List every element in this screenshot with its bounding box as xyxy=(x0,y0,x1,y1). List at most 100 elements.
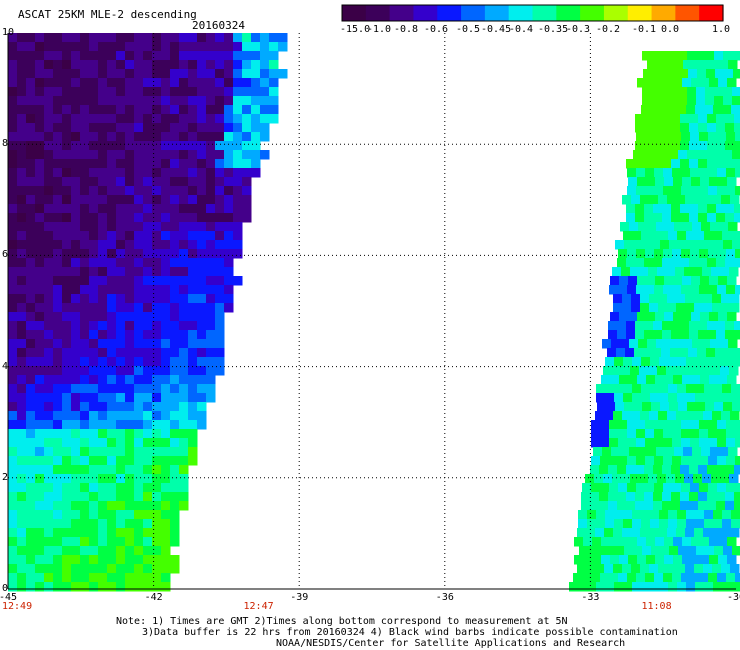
data-cell xyxy=(161,474,171,484)
data-cell xyxy=(706,348,716,358)
data-cell xyxy=(107,321,117,331)
data-cell xyxy=(125,420,135,430)
data-cell xyxy=(677,510,687,520)
data-cell xyxy=(672,285,682,295)
data-cell xyxy=(659,231,669,241)
data-cell xyxy=(179,177,189,187)
data-cell xyxy=(89,492,99,502)
data-cell xyxy=(670,69,680,79)
data-cell xyxy=(161,447,171,457)
data-cell xyxy=(89,573,99,583)
data-cell xyxy=(666,366,676,376)
data-cell xyxy=(143,96,153,106)
data-cell xyxy=(680,321,690,331)
data-cell xyxy=(125,528,135,538)
data-cell xyxy=(724,69,734,79)
data-cell xyxy=(197,285,207,295)
data-cell xyxy=(152,357,162,367)
data-cell xyxy=(655,312,665,322)
data-cell xyxy=(53,366,63,376)
data-cell xyxy=(143,483,153,493)
data-cell xyxy=(125,501,135,511)
data-cell xyxy=(134,339,144,349)
data-cell xyxy=(197,402,207,412)
data-cell xyxy=(671,465,681,475)
data-cell xyxy=(170,411,180,421)
data-cell xyxy=(143,564,153,574)
data-cell xyxy=(582,483,592,493)
data-cell xyxy=(708,132,718,142)
data-cell xyxy=(89,159,99,169)
data-cell xyxy=(708,168,718,178)
data-cell xyxy=(646,177,656,187)
data-cell xyxy=(197,375,207,385)
data-cell xyxy=(107,60,117,70)
data-cell xyxy=(251,123,261,133)
data-cell xyxy=(107,357,117,367)
data-cell xyxy=(713,357,723,367)
data-cell xyxy=(657,267,667,277)
data-cell xyxy=(224,231,234,241)
data-cell xyxy=(708,438,718,448)
data-cell xyxy=(669,240,679,250)
data-cell xyxy=(71,573,81,583)
data-cell xyxy=(729,474,739,484)
data-cell xyxy=(35,195,45,205)
data-cell xyxy=(206,96,216,106)
data-cell xyxy=(161,294,171,304)
data-cell xyxy=(179,249,189,259)
data-cell xyxy=(53,393,63,403)
data-cell xyxy=(17,321,27,331)
data-cell xyxy=(107,474,117,484)
data-cell xyxy=(618,483,628,493)
data-cell xyxy=(17,375,27,385)
data-cell xyxy=(26,123,36,133)
data-cell xyxy=(587,582,597,592)
data-cell xyxy=(8,213,18,223)
data-cell xyxy=(696,96,706,106)
data-cell xyxy=(206,276,216,286)
data-cell xyxy=(62,528,72,538)
data-cell xyxy=(206,366,216,376)
data-cell xyxy=(620,447,630,457)
data-cell xyxy=(637,276,647,286)
data-cell xyxy=(53,582,63,592)
data-cell xyxy=(8,312,18,322)
data-cell xyxy=(597,402,607,412)
data-cell xyxy=(89,537,99,547)
data-cell xyxy=(680,258,690,268)
data-cell xyxy=(709,537,719,547)
data-cell xyxy=(681,168,691,178)
data-cell xyxy=(702,474,712,484)
data-cell xyxy=(161,555,171,565)
data-cell xyxy=(98,393,108,403)
data-cell xyxy=(161,87,171,97)
data-cell xyxy=(80,150,90,160)
data-cell xyxy=(644,330,654,340)
data-cell xyxy=(704,519,714,529)
data-cell xyxy=(677,105,687,115)
data-cell xyxy=(161,573,171,583)
data-cell xyxy=(197,132,207,142)
data-cell xyxy=(719,222,729,232)
data-cell xyxy=(659,510,669,520)
data-cell xyxy=(17,168,27,178)
data-cell xyxy=(639,366,649,376)
data-cell xyxy=(143,429,153,439)
data-cell xyxy=(80,222,90,232)
data-cell xyxy=(35,204,45,214)
data-cell xyxy=(170,321,180,331)
data-cell xyxy=(197,141,207,151)
data-cell xyxy=(653,213,663,223)
data-cell xyxy=(654,186,664,196)
data-cell xyxy=(53,474,63,484)
data-cell xyxy=(71,78,81,88)
data-cell xyxy=(600,438,610,448)
data-cell xyxy=(729,366,739,376)
data-cell xyxy=(581,492,591,502)
data-cell xyxy=(703,528,713,538)
y-tick-label: 4 xyxy=(2,360,9,372)
data-cell xyxy=(26,366,36,376)
data-cell xyxy=(233,276,243,286)
data-cell xyxy=(17,195,27,205)
